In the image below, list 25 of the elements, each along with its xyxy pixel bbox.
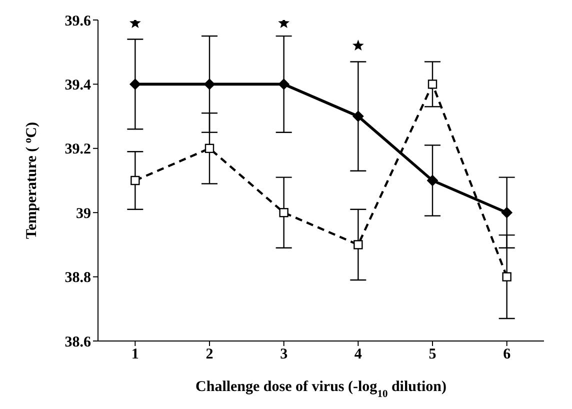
y-tick-label: 39.2 bbox=[64, 142, 91, 158]
y-tick-label: 39 bbox=[76, 206, 91, 222]
x-tick-label: 2 bbox=[206, 346, 214, 363]
point bbox=[130, 78, 141, 90]
point bbox=[279, 208, 288, 218]
point bbox=[354, 240, 363, 250]
y-tick-label: 39.4 bbox=[64, 78, 92, 94]
x-axis-title: Challenge dose of virus (-log$_{10}$ dilution) bbox=[196, 379, 446, 400]
point bbox=[278, 78, 290, 90]
point bbox=[501, 207, 512, 218]
point bbox=[130, 176, 140, 186]
point bbox=[204, 144, 214, 153]
y-tick-label: 39.6 bbox=[64, 13, 92, 30]
point bbox=[502, 272, 512, 282]
point bbox=[204, 78, 215, 90]
x-tick-label: 1 bbox=[131, 346, 139, 363]
x-tick-label: 3 bbox=[280, 346, 288, 363]
point bbox=[427, 175, 438, 186]
y-tick-label: 38.8 bbox=[64, 270, 91, 286]
x-tick-label: 4 bbox=[354, 346, 362, 363]
point bbox=[352, 110, 364, 122]
point bbox=[428, 80, 438, 89]
y-tick-label: 38.6 bbox=[64, 334, 92, 350]
x-tick-label: 5 bbox=[428, 346, 436, 363]
x-tick-label: 6 bbox=[503, 346, 512, 363]
